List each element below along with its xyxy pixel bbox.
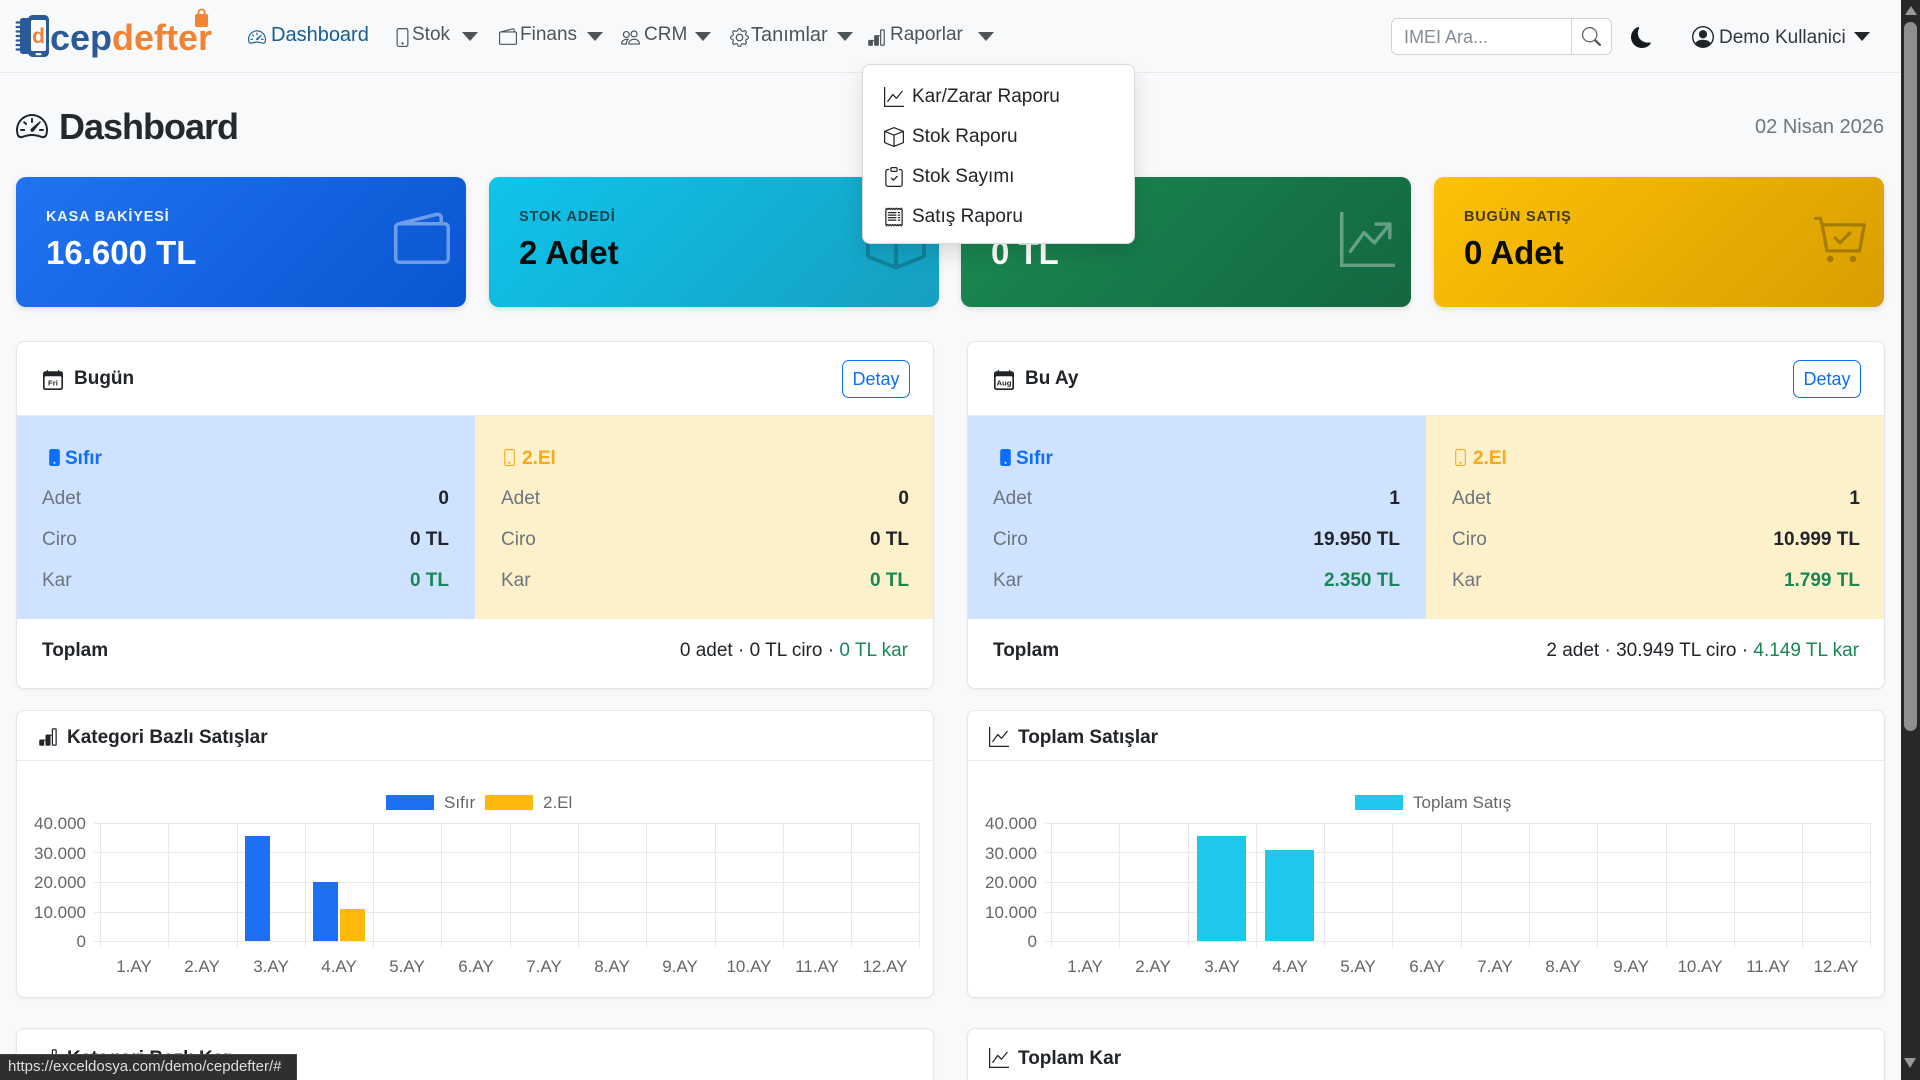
svg-text:d: d <box>32 25 45 48</box>
svg-text:Aug: Aug <box>996 378 1011 387</box>
svg-text:Fri: Fri <box>48 378 58 387</box>
